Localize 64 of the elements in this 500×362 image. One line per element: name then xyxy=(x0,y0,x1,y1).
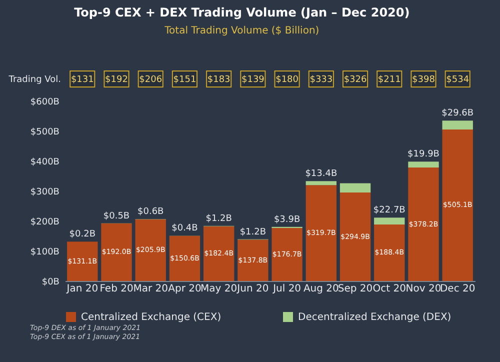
x-tick-label: Oct 20 xyxy=(372,284,406,294)
x-tick-label: Dec 20 xyxy=(440,284,476,294)
x-tick-label: Jun 20 xyxy=(236,284,269,294)
text: $206 xyxy=(139,75,162,85)
y-tick-label: $200B xyxy=(30,218,60,228)
text: $534 xyxy=(446,75,470,85)
bar xyxy=(408,168,439,281)
bar xyxy=(340,183,371,193)
data-label: $0.5B xyxy=(103,211,130,222)
y-tick-label: $100B xyxy=(30,248,60,258)
bar xyxy=(340,192,371,281)
chart-title: Top-9 CEX + DEX Trading Volume (Jan – Dec 2020) xyxy=(74,6,410,20)
text: $192 xyxy=(105,75,128,85)
legend-label: Centralized Exchange (CEX) xyxy=(81,312,222,323)
text: $180 xyxy=(276,75,299,85)
bar xyxy=(374,218,405,224)
text: $183 xyxy=(207,75,230,85)
text: $131 xyxy=(70,75,94,85)
text: $139 xyxy=(241,75,265,85)
bar xyxy=(67,242,98,281)
text: $151 xyxy=(173,75,196,85)
bar xyxy=(135,219,166,281)
y-tick-label: $400B xyxy=(30,158,60,168)
bar xyxy=(408,162,439,168)
x-tick-label: Aug 20 xyxy=(303,284,339,294)
x-tick-label: Jul 20 xyxy=(272,284,302,294)
data-label: $29.6B xyxy=(442,108,474,119)
x-tick-label: Sep 20 xyxy=(338,284,373,294)
data-label: $3.9B xyxy=(274,214,300,225)
x-tick-label: Mar 20 xyxy=(133,284,168,294)
legend-label: Decentralized Exchange (DEX) xyxy=(298,312,452,323)
data-label: $0.6B xyxy=(138,207,164,218)
chart-subtitle: Total Trading Volume ($ Billion) xyxy=(164,26,320,36)
bar xyxy=(306,181,337,186)
bar xyxy=(374,224,405,281)
y-tick-label: $500B xyxy=(30,128,60,138)
y-tick-label: $300B xyxy=(30,188,60,198)
y-tick-label: $0B xyxy=(42,278,60,288)
data-label: $22.7B xyxy=(373,206,406,216)
text: $398 xyxy=(412,75,436,85)
y-tick-label: $600B xyxy=(30,98,60,108)
bar xyxy=(238,240,268,281)
data-label: $1.2B xyxy=(240,227,266,238)
text: $326 xyxy=(344,75,367,85)
data-label: $1.2B xyxy=(206,214,232,224)
x-tick-label: Nov 20 xyxy=(406,284,442,294)
bar xyxy=(101,223,132,281)
bar xyxy=(203,226,234,281)
data-label: $0.2B xyxy=(69,230,96,240)
data-label: $19.9B xyxy=(408,150,440,160)
text: Trading Vol. xyxy=(8,75,61,85)
x-tick-label: May 20 xyxy=(200,284,238,294)
x-tick-label: Feb 20 xyxy=(100,284,134,294)
data-label: $0.4B xyxy=(172,224,198,234)
bar xyxy=(442,129,473,281)
x-tick-label: Jan 20 xyxy=(66,284,98,294)
text: $211 xyxy=(378,75,401,85)
x-tick-label: Apr 20 xyxy=(168,284,202,294)
bar xyxy=(442,120,473,130)
bar xyxy=(169,236,200,281)
bar xyxy=(272,228,302,281)
bar xyxy=(306,185,337,281)
text: $333 xyxy=(310,75,333,85)
data-label: $13.4B xyxy=(305,169,338,180)
